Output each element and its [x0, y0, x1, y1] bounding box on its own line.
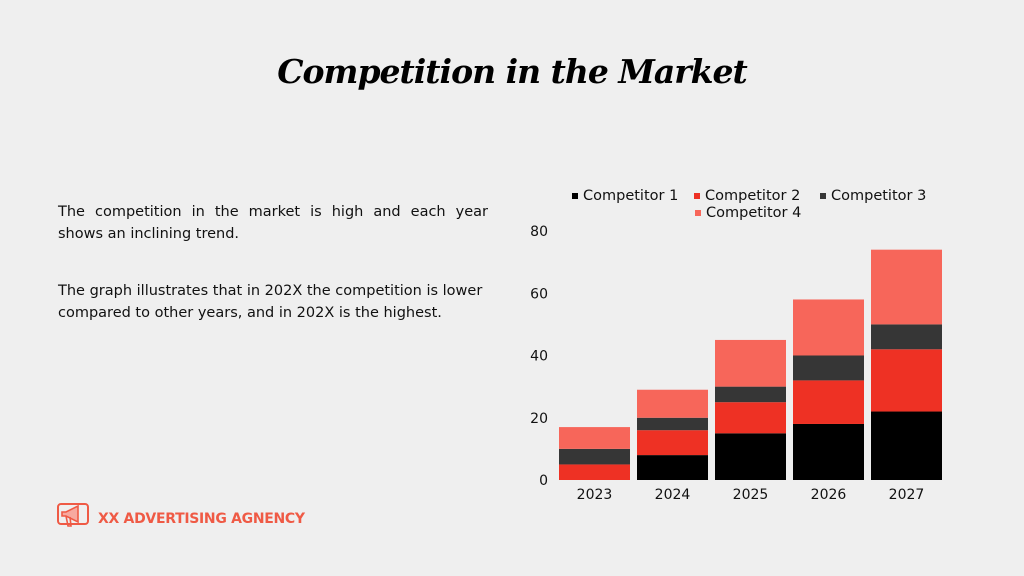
y-tick-label: 80 [530, 224, 548, 240]
legend-label: Competitor 1 [583, 188, 678, 204]
legend-swatch [695, 210, 701, 216]
x-tick-label: 2023 [577, 487, 613, 503]
x-tick-label: 2025 [733, 487, 769, 503]
x-tick-label: 2026 [811, 487, 847, 503]
y-tick-label: 0 [539, 473, 548, 489]
legend-label: Competitor 4 [706, 205, 801, 221]
bar-segment-competitor-2 [871, 349, 942, 412]
legend-label: Competitor 3 [831, 188, 926, 204]
page-title: Competition in the Market [277, 52, 747, 91]
bar-segment-competitor-2 [793, 380, 864, 424]
legend-label: Competitor 2 [705, 188, 800, 204]
bar-segment-competitor-4 [871, 249, 942, 325]
agency-name: XX ADVERTISING AGNENCY [98, 511, 305, 527]
bar-segment-competitor-4 [793, 299, 864, 356]
y-tick-label: 40 [530, 349, 548, 365]
bar-segment-competitor-3 [715, 386, 786, 403]
x-tick-label: 2027 [889, 487, 925, 503]
bar-segment-competitor-1 [637, 455, 708, 480]
description-paragraph-2: The graph illustrates that in 202X the c… [58, 283, 483, 321]
y-tick-label: 20 [530, 411, 548, 427]
bar-segment-competitor-2 [637, 430, 708, 456]
bar-segment-competitor-3 [559, 448, 630, 465]
bar-segment-competitor-1 [715, 433, 786, 480]
megaphone-icon [57, 503, 89, 527]
legend-swatch [820, 193, 826, 199]
bar-segment-competitor-4 [715, 339, 786, 387]
bar-segment-competitor-1 [793, 423, 864, 480]
bar-segment-competitor-3 [793, 355, 864, 381]
bar-segment-competitor-1 [871, 411, 942, 480]
bar-segment-competitor-2 [559, 464, 630, 480]
description-paragraph-1: The competition in the market is high an… [58, 204, 488, 242]
legend-swatch [572, 193, 578, 199]
bar-segment-competitor-4 [559, 427, 630, 449]
bar-segment-competitor-3 [871, 324, 942, 350]
bar-segment-competitor-4 [637, 389, 708, 418]
y-tick-label: 60 [530, 286, 548, 302]
agency-logo: XX ADVERTISING AGNENCY [56, 502, 305, 536]
x-tick-label: 2024 [655, 487, 691, 503]
bar-segment-competitor-3 [637, 417, 708, 431]
legend-swatch [694, 193, 700, 199]
bar-segment-competitor-2 [715, 402, 786, 434]
